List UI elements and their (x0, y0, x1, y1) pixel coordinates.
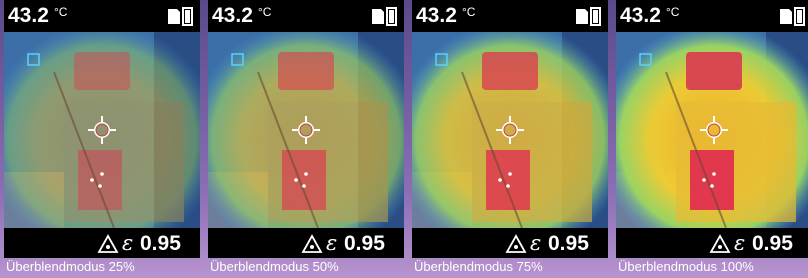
emissivity-bar: ε 0.95 (412, 228, 608, 258)
thermal-image (208, 32, 404, 228)
caption: Überblendmodus 25% (6, 259, 135, 274)
emissivity-symbol: ε (530, 231, 541, 255)
emissivity-bar: ε 0.95 (4, 228, 200, 258)
page: 43.2 °C (0, 0, 808, 278)
thermal-image (4, 32, 200, 228)
emissivity-bar: ε 0.95 (208, 228, 404, 258)
caption: Überblendmodus 75% (414, 259, 543, 274)
caption: Überblendmodus 50% (210, 259, 339, 274)
emissivity-symbol: ε (734, 231, 745, 255)
thermal-panel: 43.2 °C (208, 0, 404, 278)
status-icons (208, 0, 404, 32)
status-icons (616, 0, 808, 32)
caption: Überblendmodus 100% (618, 259, 754, 274)
thermal-panel: 43.2 °C (412, 0, 608, 278)
status-icons (412, 0, 608, 32)
status-bar: 43.2 °C (4, 0, 200, 32)
status-bar: 43.2 °C (208, 0, 404, 32)
status-bar: 43.2 °C (616, 0, 808, 32)
status-icons (4, 0, 200, 32)
thermal-image (412, 32, 608, 228)
status-bar: 43.2 °C (412, 0, 608, 32)
thermal-image (616, 32, 808, 228)
emissivity-symbol: ε (122, 231, 133, 255)
emissivity: 0.95 (548, 232, 589, 256)
emissivity: 0.95 (752, 232, 793, 256)
emissivity: 0.95 (140, 232, 181, 256)
thermal-panel: 43.2 °C (4, 0, 200, 278)
thermal-panel: 43.2 °C (616, 0, 808, 278)
emissivity: 0.95 (344, 232, 385, 256)
emissivity-bar: ε 0.95 (616, 228, 808, 258)
emissivity-symbol: ε (326, 231, 337, 255)
